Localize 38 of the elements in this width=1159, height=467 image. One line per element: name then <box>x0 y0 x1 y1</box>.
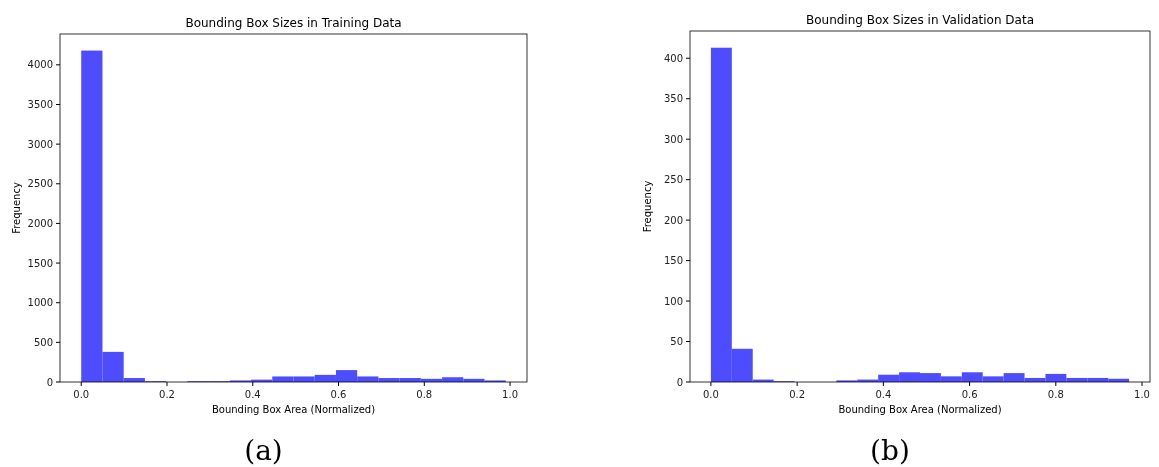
x-tick-label: 0.2 <box>789 389 806 400</box>
x-tick-label: 0.2 <box>159 389 175 400</box>
y-tick-label: 2500 <box>27 178 53 190</box>
y-tick-label: 400 <box>663 52 683 64</box>
text: (a) <box>244 434 283 467</box>
x-axis-title: Bounding Box Area (Normalized) <box>838 404 1002 415</box>
y-tick-label: 3500 <box>27 98 53 110</box>
x-tick-label: 0.8 <box>1047 389 1064 400</box>
text: (b) <box>870 434 910 467</box>
y-tick-label: 300 <box>663 133 683 145</box>
y-tick-label: 3000 <box>27 138 53 150</box>
y-tick-label: 0 <box>46 376 53 388</box>
x-tick-label: 0.4 <box>875 389 892 400</box>
y-tick-label: 500 <box>33 336 53 348</box>
y-tick-label: 1000 <box>27 297 53 309</box>
chart-title: Bounding Box Sizes in Training Data <box>185 16 402 30</box>
x-tick-label: 1.0 <box>502 389 519 400</box>
y-tick-label: 2000 <box>27 217 53 229</box>
x-axis-title: Bounding Box Area (Normalized) <box>211 404 376 415</box>
y-tick-label: 350 <box>663 93 683 105</box>
y-axis-title: Frequency <box>11 182 22 234</box>
x-tick-label: 0.8 <box>416 389 433 400</box>
chart-title: Bounding Box Sizes in Validation Data <box>805 13 1035 27</box>
y-tick-label: 4000 <box>27 59 53 71</box>
x-tick-label: 1.0 <box>1134 389 1150 400</box>
y-axis-title: Frequency <box>642 180 653 233</box>
y-tick-label: 100 <box>663 295 683 307</box>
y-tick-label: 200 <box>663 214 683 226</box>
x-tick-label: 0.0 <box>702 389 719 400</box>
x-tick-label: 0.6 <box>330 389 347 400</box>
x-tick-label: 0.0 <box>73 389 90 400</box>
y-tick-label: 250 <box>663 174 683 186</box>
y-tick-label: 1500 <box>27 257 53 269</box>
x-tick-label: 0.6 <box>961 389 978 400</box>
y-tick-label: 0 <box>676 376 683 388</box>
y-tick-label: 150 <box>663 255 683 267</box>
x-tick-label: 0.4 <box>244 389 261 400</box>
y-tick-label: 50 <box>670 336 683 348</box>
